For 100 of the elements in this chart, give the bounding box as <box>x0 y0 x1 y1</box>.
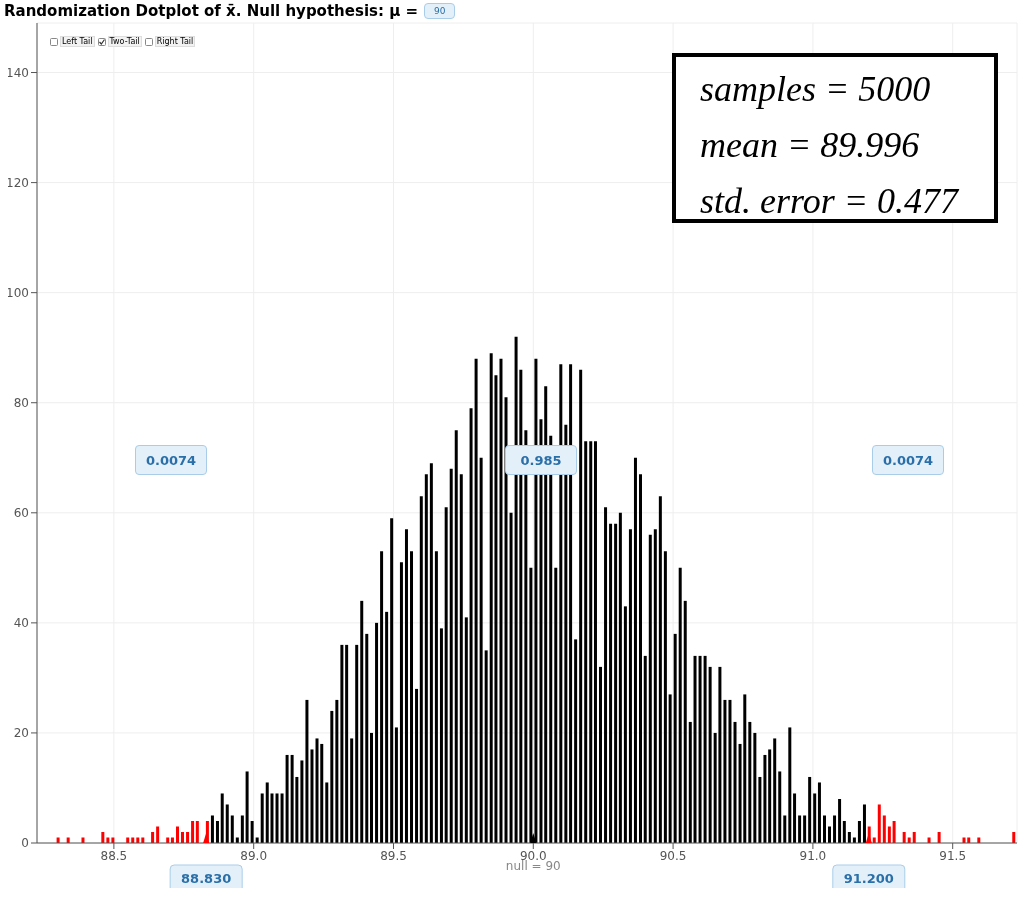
bar <box>892 820 896 843</box>
bar <box>215 820 219 843</box>
bar <box>474 358 478 843</box>
y-tick-label: 100 <box>6 285 29 300</box>
bar <box>345 644 349 843</box>
bar <box>449 468 453 843</box>
bar <box>733 721 737 843</box>
annotation: Left Tail <box>60 36 95 47</box>
bar <box>410 551 414 843</box>
bar <box>181 831 185 843</box>
bar <box>554 567 558 843</box>
bar <box>817 782 821 843</box>
bar <box>499 358 503 843</box>
bar <box>584 441 588 843</box>
bar <box>862 804 866 843</box>
annotation: std. error = 0.477 <box>700 180 960 223</box>
bar <box>230 815 234 843</box>
bar <box>803 815 807 843</box>
bar <box>335 699 339 843</box>
bar <box>648 534 652 843</box>
bar <box>404 529 408 843</box>
bar <box>723 699 727 843</box>
bar <box>275 793 279 843</box>
bar <box>424 474 428 843</box>
bar <box>822 815 826 843</box>
bar <box>847 831 851 843</box>
bar <box>703 655 707 843</box>
bar <box>653 529 657 843</box>
bar <box>195 820 199 843</box>
x-tick-label: 91.5 <box>939 848 967 863</box>
bar <box>937 831 941 843</box>
bar <box>385 611 389 843</box>
bar <box>877 804 881 843</box>
x-tick-label: 88.5 <box>100 848 128 863</box>
bar <box>479 457 483 843</box>
bar <box>394 727 398 843</box>
bar <box>902 831 906 843</box>
bar <box>579 369 583 843</box>
bar <box>678 567 682 843</box>
bar <box>842 820 846 843</box>
bar <box>240 815 244 843</box>
bar <box>210 815 214 843</box>
y-tick-label: 80 <box>13 395 29 410</box>
annotation: Two-Tail <box>107 36 142 47</box>
bar <box>380 551 384 843</box>
bar <box>633 457 637 843</box>
bar <box>280 793 284 843</box>
bar <box>589 441 593 843</box>
annotation: mean = 89.996 <box>700 124 921 167</box>
annotation: 0.985 <box>505 445 577 475</box>
chart-title: Randomization Dotplot of x̄. Null hypothesis: μ = <box>4 2 418 20</box>
bar <box>698 655 702 843</box>
bar <box>773 738 777 843</box>
bar <box>778 771 782 843</box>
bar <box>300 760 304 843</box>
bar <box>748 721 752 843</box>
bar <box>350 738 354 843</box>
bar <box>186 831 190 843</box>
bar <box>310 749 314 843</box>
bar <box>439 628 443 843</box>
y-tick-label: 0 <box>21 836 29 851</box>
bar <box>788 727 792 843</box>
x-tick-label: 91.0 <box>799 848 827 863</box>
bar <box>753 732 757 843</box>
bar <box>668 694 672 843</box>
bar <box>743 694 747 843</box>
bar <box>688 721 692 843</box>
bar <box>882 815 886 843</box>
bar <box>464 617 468 843</box>
bar <box>459 474 463 843</box>
bar <box>559 364 563 843</box>
bar <box>768 749 772 843</box>
bar <box>419 496 423 843</box>
annotation: null = 90 <box>505 859 561 873</box>
bar <box>728 699 732 843</box>
y-tick-label: 20 <box>13 726 29 741</box>
bar <box>340 644 344 843</box>
bar <box>569 364 573 843</box>
bar <box>399 562 403 843</box>
bar <box>101 831 105 843</box>
y-tick-label: 120 <box>6 175 29 190</box>
bar <box>643 655 647 843</box>
bar <box>618 512 622 843</box>
bar <box>175 826 179 843</box>
bar <box>151 831 155 843</box>
bar <box>290 754 294 843</box>
bar <box>828 826 832 843</box>
annotation: 88.830 <box>181 871 232 886</box>
bar <box>429 463 433 843</box>
bar <box>758 776 762 843</box>
x-tick-label: 89.0 <box>240 848 268 863</box>
bar <box>434 551 438 843</box>
bar <box>220 793 224 843</box>
bar <box>808 776 812 843</box>
bar <box>225 804 229 843</box>
bar <box>390 518 394 843</box>
annotation: samples = 5000 <box>700 68 932 111</box>
x-tick-label: 89.5 <box>380 848 407 863</box>
bar <box>325 782 329 843</box>
annotation: Right Tail <box>154 36 196 47</box>
